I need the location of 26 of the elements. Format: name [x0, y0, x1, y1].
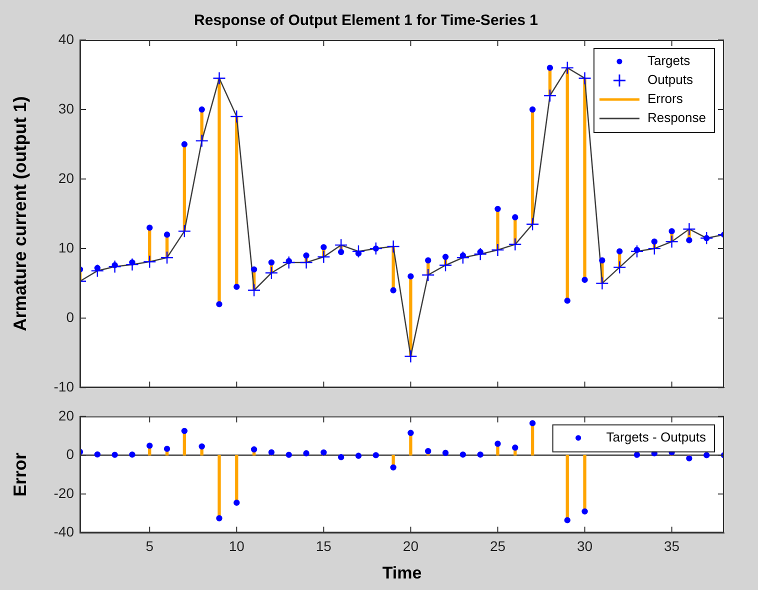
x-axis-title: Time	[382, 563, 422, 582]
x-tick-label: 10	[228, 538, 245, 554]
legend-label: Targets	[647, 53, 691, 68]
legend-label: Errors	[647, 91, 684, 106]
y-tick-label: 30	[58, 100, 74, 116]
y-tick-label: 20	[58, 170, 74, 186]
legend-label: Response	[647, 110, 706, 126]
y-tick-label: 0	[66, 308, 74, 325]
y-tick-label: -40	[54, 524, 74, 540]
x-tick-label: 20	[402, 538, 419, 554]
y-tick-label: 10	[58, 239, 74, 256]
y-axis-title: Error	[10, 452, 30, 497]
x-tick-label: 15	[316, 538, 332, 554]
x-tick-label: 5	[146, 538, 154, 554]
x-tick-label: 30	[576, 538, 593, 554]
x-tick-label: 25	[490, 538, 506, 554]
y-tick-label: -10	[54, 378, 74, 394]
legend-label: Outputs	[647, 72, 694, 88]
y-axis-title: Armature current (output 1)	[10, 96, 30, 332]
chart-title: Response of Output Element 1 for Time-Series 1	[194, 12, 538, 30]
y-tick-label: 0	[66, 446, 74, 462]
y-tick-label: 20	[58, 407, 74, 424]
y-tick-label: -20	[54, 484, 74, 501]
y-tick-label: 40	[58, 30, 74, 47]
x-tick-label: 35	[664, 538, 680, 554]
legend-label: Targets - Outputs	[606, 429, 706, 444]
